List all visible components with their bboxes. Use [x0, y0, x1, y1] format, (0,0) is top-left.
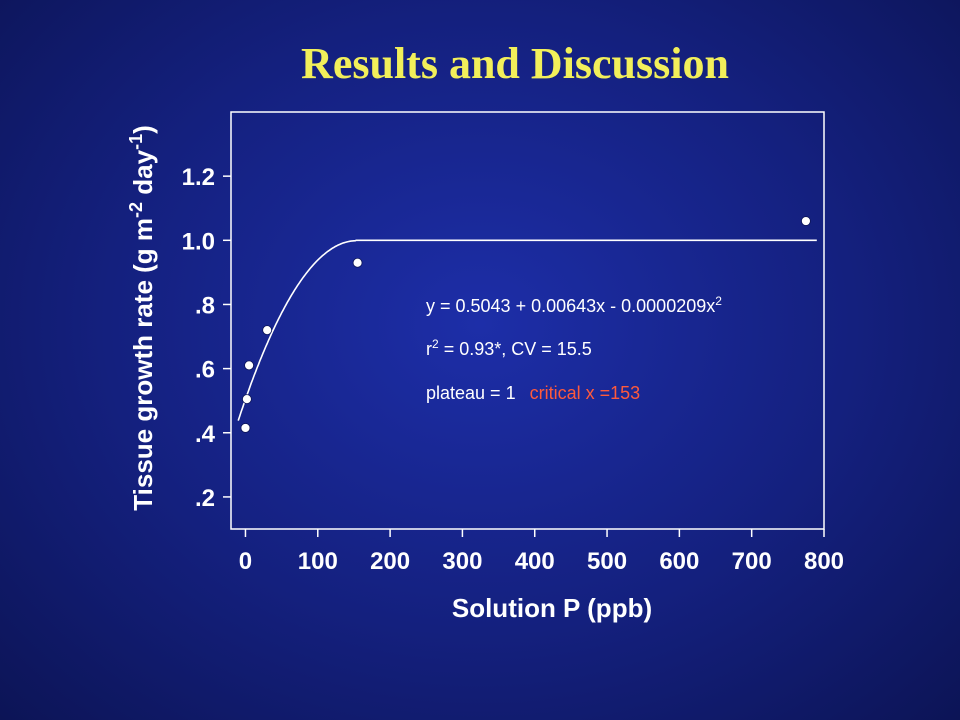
plateau-annotation: plateau = 1 critical x =153 [426, 383, 640, 403]
data-point [240, 423, 251, 433]
y-label-sup1: -2 [126, 202, 146, 218]
x-tick-label: 100 [298, 548, 338, 575]
y-axis-label: Tissue growth rate (g m-2 day-1) [126, 125, 158, 511]
x-tick-label: 0 [239, 548, 252, 575]
y-tick-label: .2 [195, 485, 215, 512]
y-tick-label: .4 [195, 421, 216, 448]
data-point [244, 360, 254, 371]
critical-text: critical x =153 [530, 383, 641, 403]
r-squared-annotation: r2 = 0.93*, CV = 15.5 [426, 337, 592, 359]
plot-frame [230, 111, 825, 530]
plateau-text: plateau = 1 [426, 383, 516, 403]
y-tick-label: 1.2 [182, 164, 215, 191]
y-tick-label: 1.0 [182, 228, 215, 255]
y-tick-label: .8 [195, 292, 215, 319]
y-label-prefix: Tissue growth rate (g m [128, 218, 158, 511]
y-tick-label: .6 [195, 357, 215, 384]
r-sup: 2 [432, 337, 439, 351]
x-tick-label: 700 [732, 548, 772, 575]
x-ticks: 0 100 200 300 400 500 600 700 800 [239, 529, 844, 575]
equation-sup: 2 [715, 294, 722, 308]
r-rest: = 0.93*, CV = 15.5 [439, 339, 592, 359]
y-ticks: .2 .4 .6 .8 1.0 1.2 [182, 164, 231, 512]
data-point [262, 325, 273, 336]
x-tick-label: 500 [587, 548, 627, 575]
x-tick-label: 300 [442, 548, 482, 575]
x-tick-label: 800 [804, 548, 844, 575]
y-label-mid: day [128, 149, 158, 202]
x-tick-label: 400 [515, 548, 555, 575]
fit-curve [237, 239, 817, 421]
slide-title: Results and Discussion [301, 39, 729, 88]
y-label-suffix: ) [128, 125, 158, 134]
x-tick-label: 600 [659, 548, 699, 575]
r-prefix: r [426, 339, 432, 359]
equation-annotation: y = 0.5043 + 0.00643x - 0.0000209x2 [426, 294, 722, 316]
data-point [242, 394, 252, 404]
x-axis-label: Solution P (ppb) [452, 593, 652, 623]
equation-main: y = 0.5043 + 0.00643x - 0.0000209x [426, 296, 715, 316]
x-tick-label: 200 [370, 548, 410, 575]
data-points [240, 216, 811, 433]
data-point [352, 257, 363, 268]
data-point [801, 216, 811, 226]
y-label-sup2: -1 [126, 134, 146, 150]
